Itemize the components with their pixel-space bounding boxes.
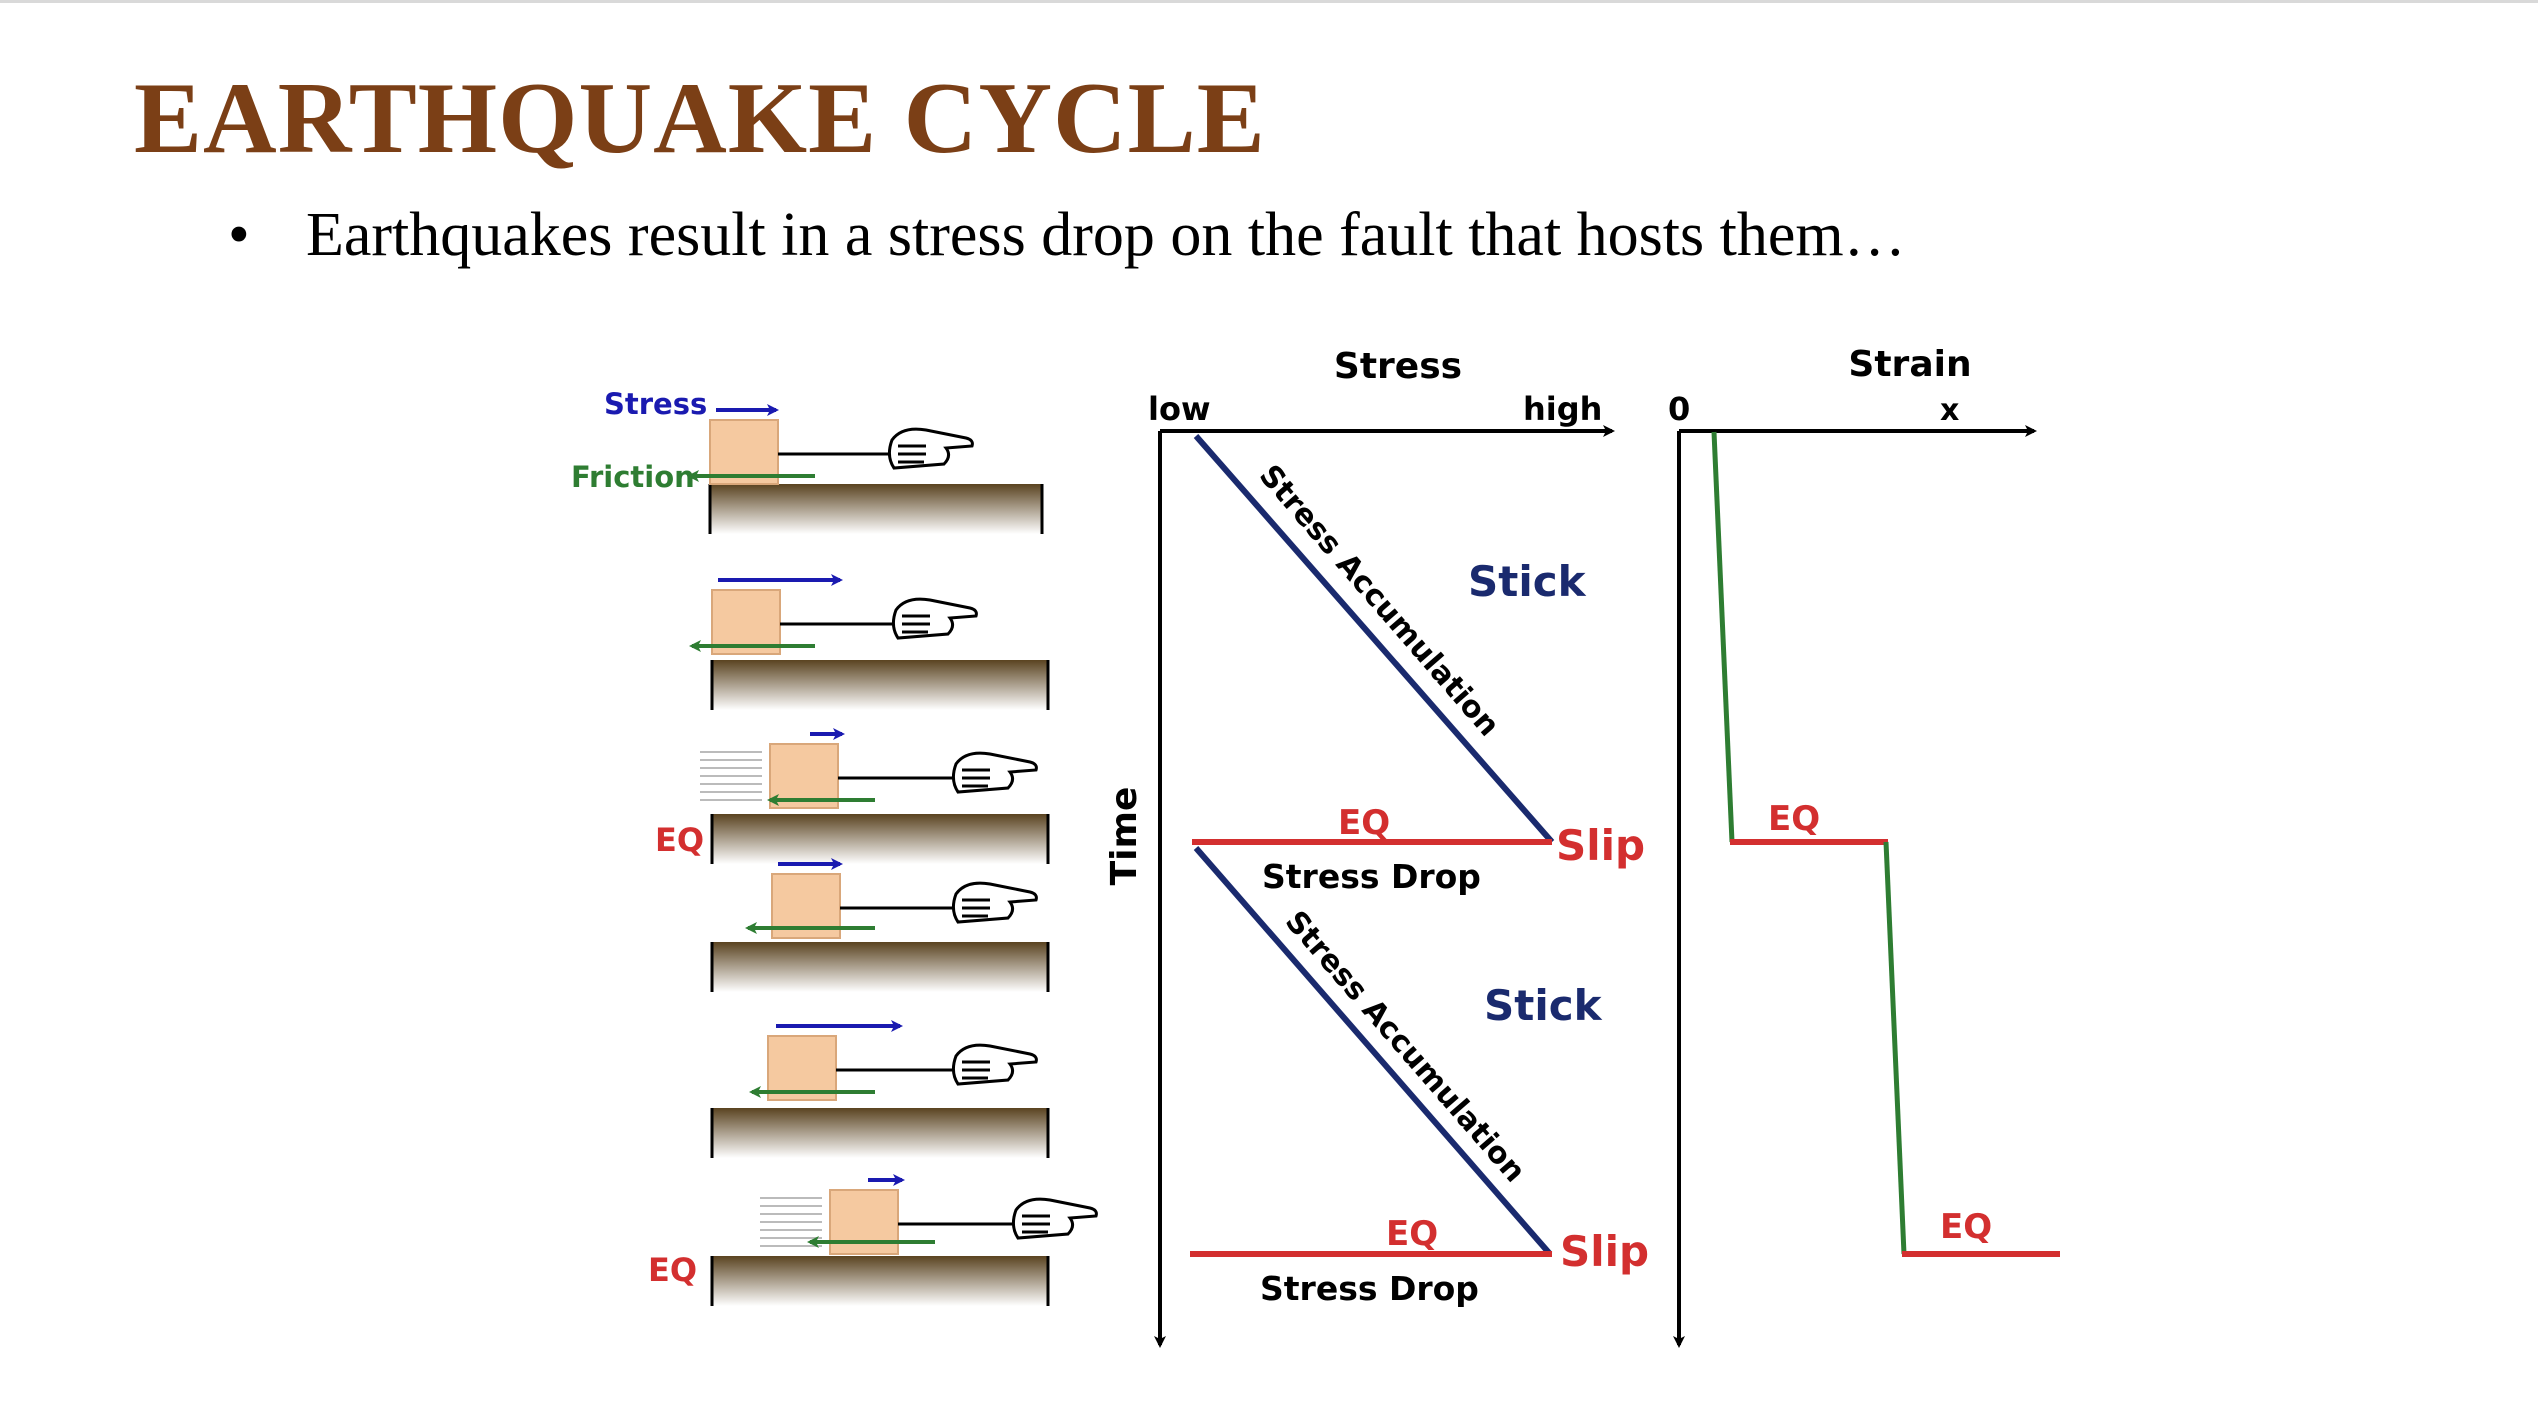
eq-label-strain-1: EQ bbox=[1768, 799, 1820, 839]
eq-label-panel-6: EQ bbox=[648, 1251, 697, 1289]
panel-3-hand bbox=[951, 751, 1038, 794]
stress-accumulation-line-1 bbox=[1193, 434, 1555, 844]
friction-arrow-label: Friction bbox=[571, 460, 695, 494]
slip-label-2: Slip bbox=[1560, 1227, 1649, 1276]
panel-3-hand-fingers bbox=[962, 768, 990, 788]
panel-2-block bbox=[711, 589, 781, 655]
panel-5-hand-fingers bbox=[962, 1060, 990, 1080]
panel-6-block bbox=[829, 1189, 899, 1255]
bullet-text: Earthquakes result in a stress drop on t… bbox=[306, 201, 1906, 269]
stress-drop-label-2: Stress Drop bbox=[1260, 1269, 1479, 1308]
eq-label-strain-2: EQ bbox=[1940, 1207, 1992, 1247]
eq-label-stress-2: EQ bbox=[1386, 1214, 1438, 1254]
stress-drop-label-1: Stress Drop bbox=[1262, 857, 1481, 896]
panel-6-hand-fingers bbox=[1022, 1214, 1050, 1234]
stress-accumulation-label-2: Stress Accumulation bbox=[1278, 904, 1532, 1189]
panel-1-block bbox=[709, 419, 779, 485]
stress-time-plot: Stress low high Time Stress Accumulation… bbox=[1104, 346, 1649, 1348]
strain-axis-zero-label: 0 bbox=[1668, 390, 1690, 428]
top-divider bbox=[0, 0, 2538, 3]
strain-axis-x-label: x bbox=[1940, 393, 1959, 428]
panel-5-ground bbox=[712, 1108, 1048, 1158]
stress-arrow-label: Stress bbox=[604, 387, 707, 421]
panel-1-ground bbox=[710, 484, 1042, 534]
time-axis-title: Time bbox=[1104, 787, 1145, 886]
panel-2-ground bbox=[712, 660, 1048, 710]
panel-1-hand-fingers bbox=[898, 444, 926, 464]
panel-6-ground bbox=[712, 1256, 1048, 1306]
panel-4-hand bbox=[951, 881, 1038, 924]
panel-3-ground bbox=[712, 814, 1048, 864]
panel-1-hand bbox=[887, 427, 974, 470]
strain-accumulation-line-2 bbox=[1883, 841, 1907, 1255]
panel-5-hand bbox=[951, 1043, 1038, 1086]
stress-accumulation-line-2 bbox=[1193, 846, 1553, 1256]
panel-3-block bbox=[769, 743, 839, 809]
panel-2-hand-fingers bbox=[902, 614, 930, 634]
panel-4-hand-fingers bbox=[962, 898, 990, 918]
eq-label-stress-1: EQ bbox=[1338, 803, 1390, 843]
stress-axis-high-label: high bbox=[1523, 390, 1602, 428]
strain-time-plot: Strain 0 x EQ EQ bbox=[1668, 344, 2060, 1348]
bullet-marker: • bbox=[228, 201, 250, 269]
panel-6-hand bbox=[1011, 1197, 1098, 1240]
eq-label-panel-3: EQ bbox=[655, 821, 704, 859]
stick-label-1: Stick bbox=[1468, 557, 1587, 606]
panel-5-block bbox=[767, 1035, 837, 1101]
slide-title: EARTHQUAKE CYCLE bbox=[134, 62, 1266, 175]
slip-label-1: Slip bbox=[1556, 821, 1645, 870]
strain-axis-title: Strain bbox=[1848, 344, 1971, 385]
stress-axis-low-label: low bbox=[1148, 390, 1211, 428]
panel-4-ground bbox=[712, 942, 1048, 992]
strain-accumulation-line-1 bbox=[1711, 431, 1735, 843]
block-panels: Stress Friction EQ EQ bbox=[571, 387, 1098, 1306]
stress-axis-title: Stress bbox=[1334, 346, 1462, 387]
stick-label-2: Stick bbox=[1484, 981, 1603, 1030]
panel-2-hand bbox=[891, 597, 978, 640]
